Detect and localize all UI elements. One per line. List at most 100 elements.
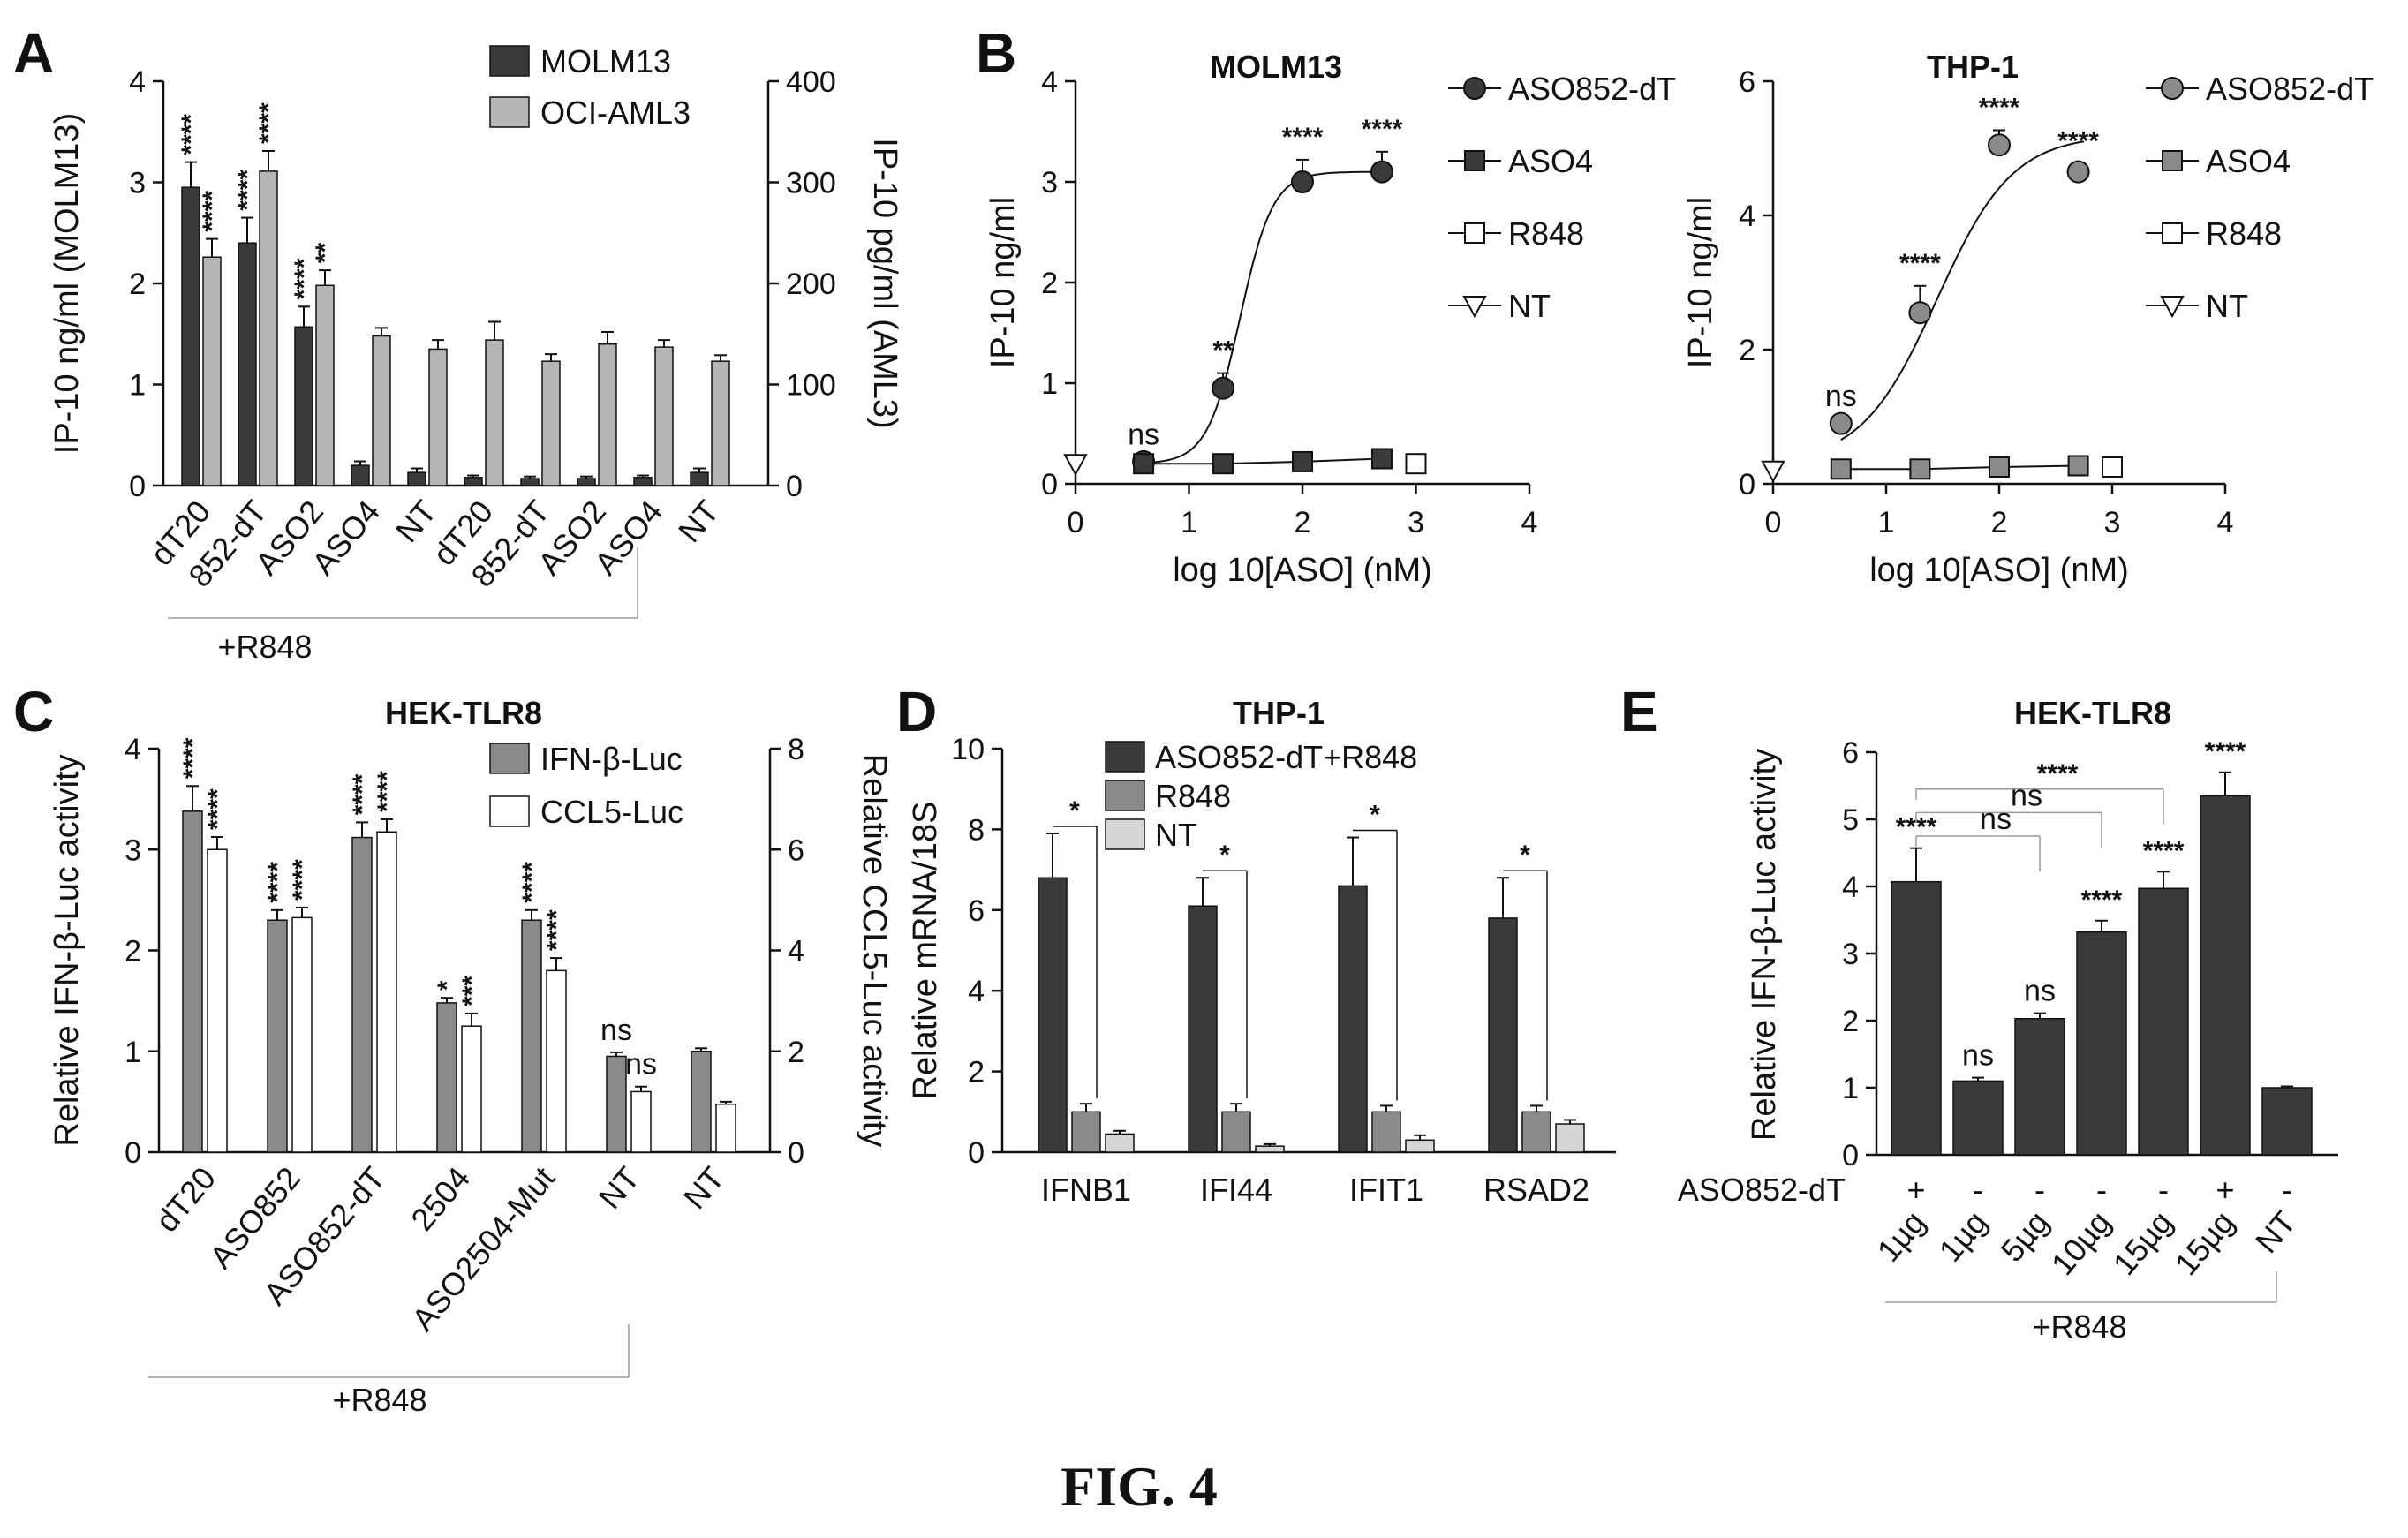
c-sig-label: **** — [373, 771, 402, 812]
c-bar — [606, 1055, 627, 1153]
b2-legend-label: R848 — [2206, 215, 2282, 252]
c-x-tick-label: NT — [676, 1160, 731, 1216]
d-y-tick-label: 10 — [951, 733, 985, 766]
e-y-tick-label: 1 — [1842, 1072, 1859, 1105]
e-title: HEK-TLR8 — [2014, 695, 2171, 731]
e-bar — [2014, 1017, 2065, 1156]
b2-y-tick-label: 2 — [1739, 334, 1755, 367]
a-legend-swatch — [489, 45, 530, 77]
b1-sig-label: ** — [1212, 336, 1234, 366]
b1-fit-curve — [1144, 170, 1388, 464]
a-bar — [690, 471, 709, 486]
a-bar — [598, 343, 617, 486]
a-sig-label: **** — [233, 170, 262, 211]
b2-legend-marker — [2160, 296, 2185, 319]
b1-point — [1370, 448, 1393, 470]
c-sig-label: **** — [263, 862, 292, 903]
c-y-tick-label: 3 — [125, 833, 141, 867]
a-y-tick-label: 1 — [129, 369, 146, 403]
b2-point — [1761, 460, 1785, 483]
c-bar — [630, 1090, 652, 1153]
c-sig-label: ns — [625, 1048, 657, 1082]
a-bar — [633, 477, 653, 486]
b2-point — [1988, 133, 2011, 157]
c-legend-label: IFN-β-Luc — [540, 741, 683, 777]
d-y-axis-label: Relative mRNA/18S — [907, 802, 944, 1100]
b1-x-tick-label: 0 — [1068, 506, 1084, 539]
c-y2-tick-label: 6 — [788, 833, 804, 867]
d-x-tick-label: IFI44 — [1200, 1172, 1272, 1208]
a-y-tick-label: 4 — [129, 65, 146, 99]
e-aso-sign: + — [2216, 1172, 2234, 1208]
a-legend-label: MOLM13 — [540, 43, 671, 79]
e-aso-sign: - — [2282, 1172, 2292, 1208]
a-sig-label: **** — [177, 114, 206, 155]
figure-caption: FIG. 4 — [1061, 1455, 1218, 1518]
c-bar — [182, 810, 203, 1153]
e-x-tick-label: 15µg — [2106, 1204, 2179, 1282]
e-compare-label: ns — [2011, 779, 2042, 812]
b1-point — [1370, 160, 1393, 184]
b1-sig-label: ns — [1128, 418, 1159, 452]
e-sig-label: **** — [2205, 737, 2246, 766]
c-bar — [436, 1002, 457, 1153]
e-bar — [2261, 1087, 2313, 1156]
c-y-tick-label: 2 — [125, 935, 141, 969]
d-legend-swatch — [1105, 741, 1145, 773]
b1-sig-label: **** — [1282, 123, 1324, 152]
a-sig-label: ** — [311, 242, 340, 263]
b2-point — [1908, 301, 1932, 325]
a-bar — [485, 339, 504, 486]
b2-sig-label: **** — [2057, 126, 2099, 155]
c-group-label: +R848 — [332, 1382, 426, 1418]
c-y-tick-label: 0 — [125, 1136, 141, 1170]
b1-x-tick-label: 3 — [1408, 506, 1424, 539]
a-bar — [294, 326, 313, 486]
c-bar — [691, 1051, 712, 1153]
d-bar — [1188, 905, 1218, 1153]
c-y-axis-label: Relative IFN-β-Luc activity — [49, 754, 86, 1146]
c-y-tick-label: 4 — [125, 733, 141, 766]
b2-legend-marker — [2161, 77, 2184, 100]
d-legend-swatch — [1105, 818, 1145, 850]
b2-point — [1989, 456, 2010, 478]
e-y-tick-label: 4 — [1842, 871, 1859, 904]
c-sig-label: * — [433, 980, 462, 991]
b2-x-tick-label: 2 — [1991, 506, 2008, 539]
b2-x-axis-label: log 10[ASO] (nM) — [1869, 552, 2129, 589]
c-bar — [207, 848, 228, 1153]
e-group-label: +R848 — [2032, 1308, 2126, 1345]
b1-x-tick-label: 1 — [1181, 506, 1197, 539]
e-compare-label: **** — [2037, 759, 2079, 788]
b2-y-tick-label: 0 — [1739, 468, 1755, 501]
a-bar — [407, 471, 426, 486]
b1-legend-marker — [1463, 77, 1486, 100]
e-y-tick-label: 0 — [1842, 1139, 1859, 1172]
panel-letter-c: C — [13, 680, 54, 743]
d-x-tick-label: IFIT1 — [1349, 1172, 1423, 1208]
e-y-tick-label: 6 — [1842, 736, 1859, 770]
a-y2-axis-label: IP-10 pg/ml (AML3) — [866, 138, 903, 428]
c-bar — [715, 1103, 736, 1153]
c-title: HEK-TLR8 — [385, 695, 542, 731]
b2-legend-marker — [2162, 150, 2183, 171]
c-y-tick-label: 1 — [125, 1036, 141, 1069]
d-bar — [1221, 1111, 1251, 1153]
c-legend-swatch — [489, 743, 530, 774]
a-bar — [351, 464, 370, 486]
d-legend-label: NT — [1155, 817, 1197, 853]
a-bar — [711, 360, 730, 486]
b2-sig-label: **** — [1979, 93, 2020, 122]
c-sig-label: **** — [542, 909, 571, 951]
b2-x-tick-label: 3 — [2104, 506, 2121, 539]
e-bar — [2076, 931, 2127, 1156]
c-sig-label: **** — [288, 859, 317, 901]
b1-title: MOLM13 — [1210, 49, 1342, 85]
c-bar — [521, 919, 542, 1153]
e-bar — [2138, 887, 2189, 1156]
e-y-tick-label: 5 — [1842, 803, 1859, 837]
e-x-tick-label: 1µg — [1870, 1204, 1932, 1269]
b2-x-tick-label: 0 — [1765, 506, 1782, 539]
d-legend-label: R848 — [1155, 778, 1231, 814]
e-aso-sign: - — [2034, 1172, 2045, 1208]
